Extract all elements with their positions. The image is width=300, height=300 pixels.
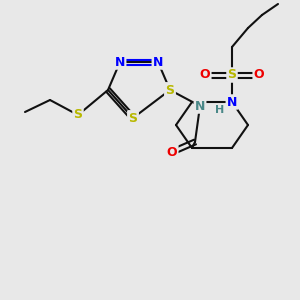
Text: O: O — [254, 68, 264, 82]
Text: N: N — [115, 56, 125, 68]
Text: O: O — [167, 146, 177, 158]
Text: N: N — [227, 95, 237, 109]
Text: S: S — [166, 83, 175, 97]
Text: H: H — [215, 105, 225, 115]
Text: S: S — [128, 112, 137, 124]
Text: N: N — [195, 100, 205, 112]
Text: S: S — [166, 83, 175, 97]
Text: S: S — [227, 68, 236, 82]
Text: O: O — [200, 68, 210, 82]
Text: N: N — [153, 56, 163, 68]
Text: S: S — [128, 112, 137, 124]
Text: S: S — [74, 109, 82, 122]
